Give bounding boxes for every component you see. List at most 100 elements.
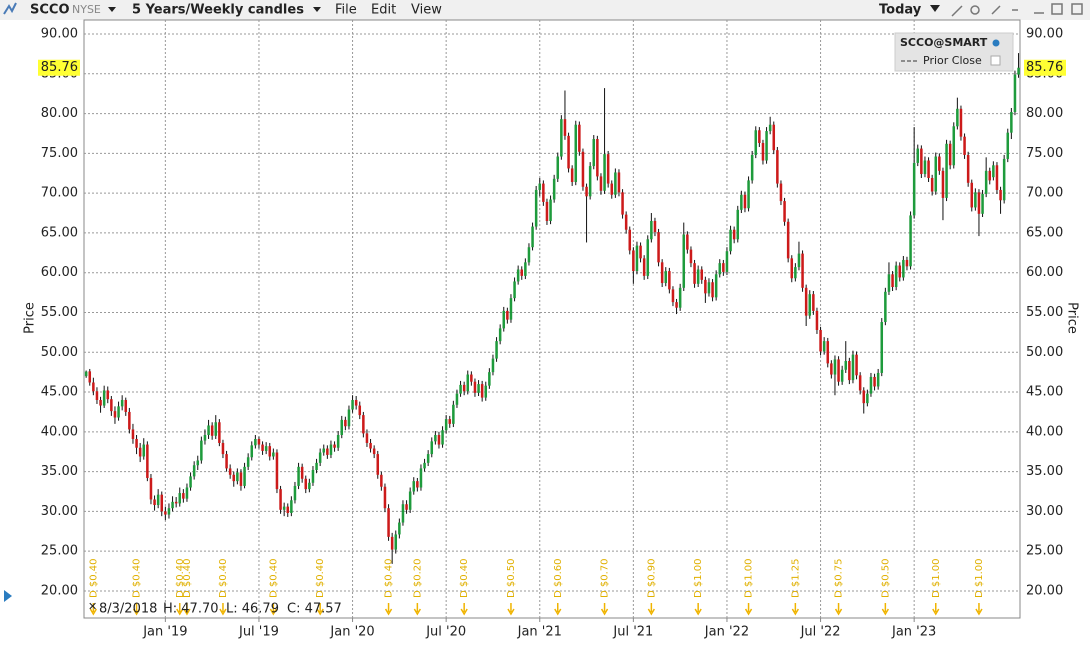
candle-body	[444, 419, 448, 431]
candle-body	[956, 108, 959, 127]
window-icons[interactable]	[951, 3, 1083, 17]
symbol[interactable]: SCCO	[30, 3, 70, 18]
candle-body	[596, 139, 599, 177]
candle-body	[952, 126, 956, 166]
dividend-label: D $0.40	[132, 558, 143, 598]
candle-body	[686, 234, 689, 250]
dividend-label: D $1.00	[931, 558, 942, 598]
dividend-arrow	[384, 603, 393, 616]
candle-body	[434, 435, 437, 442]
candle-body	[866, 393, 869, 404]
dividend-arrow	[269, 603, 278, 616]
candle-body	[700, 269, 704, 280]
candle-body	[909, 215, 912, 267]
candle-body	[776, 150, 779, 184]
candle-body	[448, 419, 452, 424]
dropdown[interactable]	[108, 7, 116, 12]
candle-body	[657, 232, 660, 263]
candle-body	[520, 269, 524, 276]
candle-body	[470, 374, 473, 382]
x-tick-label: Jul '20	[425, 625, 466, 640]
candle-body	[671, 289, 675, 303]
candle-body	[182, 493, 185, 499]
menu-edit[interactable]: Edit	[371, 3, 396, 18]
candle-body	[574, 124, 578, 182]
candle-body	[804, 287, 808, 316]
candle-body	[588, 166, 592, 197]
y2-tick-label: 55.00	[1026, 305, 1063, 320]
dividend-label: D $0.70	[600, 558, 611, 598]
candle-body	[315, 462, 318, 471]
menu-file[interactable]: File	[335, 3, 357, 18]
range[interactable]: Today	[879, 3, 922, 18]
last-price-box	[1024, 59, 1066, 76]
candle-body	[815, 310, 819, 330]
y2-tick-label: 20.00	[1026, 583, 1063, 598]
candle-body	[869, 376, 873, 394]
candle-body	[635, 245, 639, 272]
candle-body	[855, 354, 858, 376]
candle-body	[221, 442, 225, 455]
dividend-label: D $0.40	[88, 558, 99, 598]
candle-body	[527, 247, 531, 263]
candle-body	[570, 168, 574, 182]
app-icon	[3, 2, 17, 15]
candle-body	[725, 251, 729, 272]
candle-body	[102, 390, 106, 406]
candle-body	[369, 442, 372, 449]
candle-body	[765, 131, 768, 161]
candle-body	[110, 399, 113, 412]
candle-body	[981, 193, 984, 214]
candle-body	[902, 259, 905, 278]
dividend-arrow	[600, 603, 609, 616]
candle-body	[837, 359, 840, 382]
candle-body	[358, 405, 362, 416]
y-tick-label: 55.00	[41, 305, 78, 320]
period[interactable]: 5 Years/Weekly candles	[132, 3, 304, 18]
candle-body	[372, 448, 376, 455]
candle-body	[524, 262, 527, 276]
candle-body	[333, 444, 336, 448]
candle-body	[747, 180, 750, 209]
candle-body	[441, 430, 444, 445]
candle-body	[916, 148, 920, 163]
last-price-label: 85.76	[41, 60, 78, 75]
y-tick-label: 35.00	[41, 464, 78, 479]
candle-body	[833, 359, 837, 375]
candle-body	[326, 448, 329, 455]
candle-body	[812, 294, 815, 311]
candle-body	[351, 399, 354, 410]
candle-body	[696, 269, 700, 284]
candle-body	[858, 375, 862, 391]
candle-body	[682, 234, 686, 288]
candle-body	[189, 476, 192, 488]
candle-body	[318, 452, 322, 463]
side-icon[interactable]	[4, 590, 12, 602]
candle-body	[282, 506, 286, 510]
dividend-arrow	[183, 603, 191, 616]
dropdown[interactable]	[313, 7, 321, 12]
candle-body	[628, 229, 632, 251]
legend-checkbox	[990, 55, 1001, 66]
candle-body	[344, 419, 347, 427]
candle-body	[646, 239, 650, 276]
candle-body	[603, 154, 606, 191]
candle-body	[797, 253, 801, 268]
candle-body	[711, 282, 714, 298]
candle-body	[948, 143, 952, 166]
candle-body	[455, 393, 459, 405]
dropdown[interactable]	[930, 5, 940, 12]
candle-body	[228, 468, 232, 475]
candle-body	[92, 382, 95, 392]
candle-body	[484, 385, 488, 398]
candle-body	[934, 156, 938, 192]
candle-body	[232, 474, 236, 482]
x-tick-label: Jul '21	[612, 625, 653, 640]
candle-body	[722, 263, 725, 272]
candle-body	[801, 253, 804, 288]
candle-body	[621, 192, 624, 215]
candle-body	[257, 438, 261, 445]
menu-view[interactable]: View	[411, 3, 442, 18]
candle-body	[754, 130, 758, 155]
